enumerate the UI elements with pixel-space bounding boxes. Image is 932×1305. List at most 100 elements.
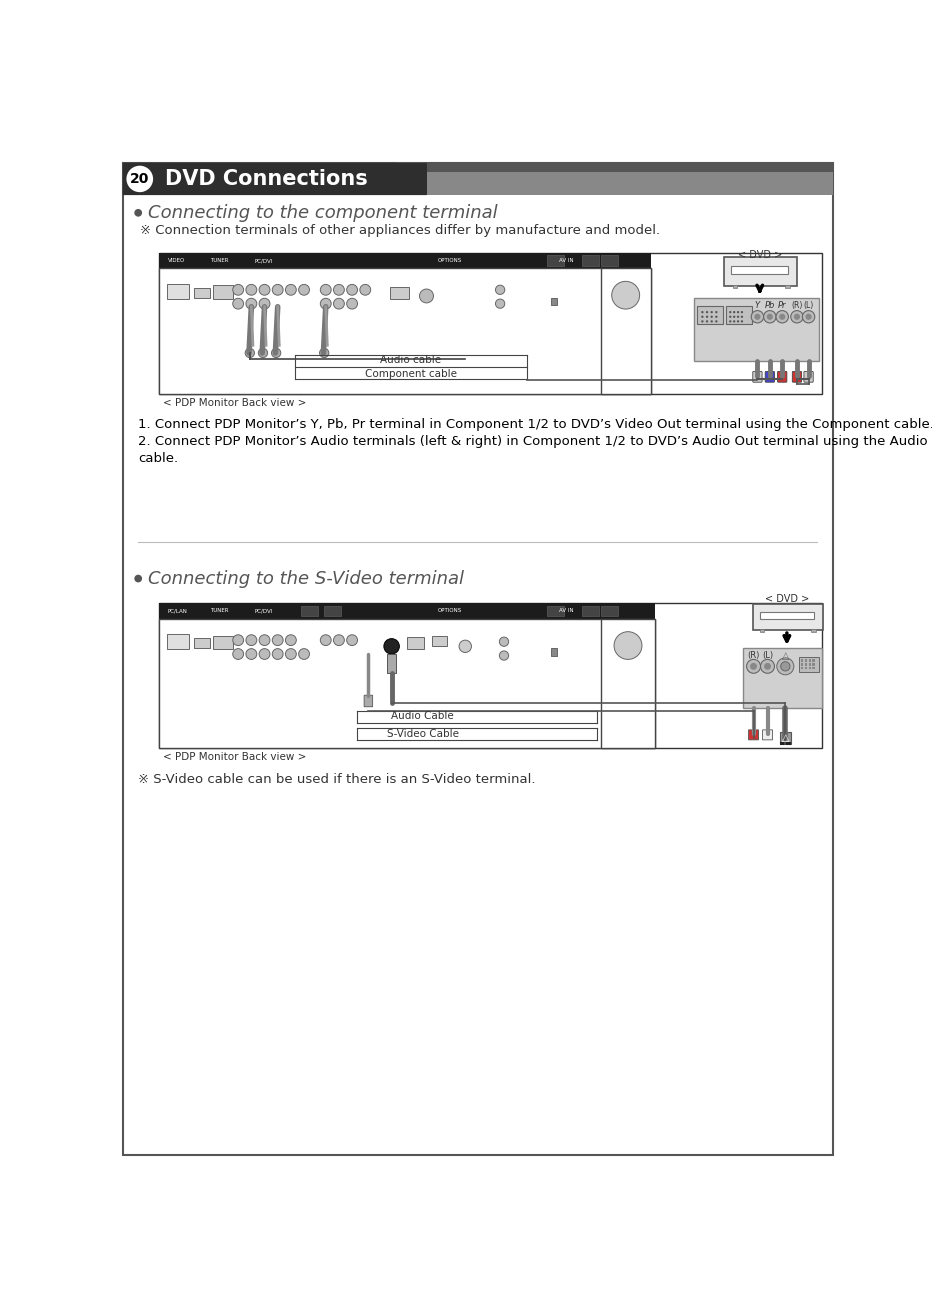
- Bar: [159, 603, 655, 619]
- Bar: [547, 606, 564, 616]
- Circle shape: [272, 284, 283, 295]
- Text: 20: 20: [130, 172, 149, 185]
- Bar: [213, 636, 233, 650]
- Circle shape: [741, 311, 743, 313]
- Bar: [809, 667, 811, 669]
- Bar: [813, 667, 815, 669]
- Circle shape: [285, 634, 296, 646]
- Circle shape: [496, 286, 505, 295]
- Circle shape: [790, 311, 803, 322]
- Text: Connecting to the component terminal: Connecting to the component terminal: [147, 204, 497, 222]
- Circle shape: [246, 634, 257, 646]
- Circle shape: [419, 288, 433, 303]
- Text: S-Video Cable: S-Video Cable: [387, 729, 459, 739]
- Circle shape: [233, 284, 243, 295]
- FancyBboxPatch shape: [762, 729, 773, 740]
- Bar: [123, 163, 832, 196]
- Circle shape: [134, 209, 142, 217]
- Text: 1. Connect PDP Monitor’s Y, Pb, Pr terminal in Component 1/2 to DVD’s Video Out : 1. Connect PDP Monitor’s Y, Pb, Pr termi…: [138, 419, 932, 432]
- Circle shape: [500, 651, 509, 660]
- Text: PC/DVI: PC/DVI: [254, 608, 273, 613]
- Bar: [159, 619, 655, 748]
- Bar: [407, 637, 424, 650]
- FancyBboxPatch shape: [765, 372, 774, 382]
- Circle shape: [794, 313, 800, 320]
- Circle shape: [805, 313, 812, 320]
- Circle shape: [125, 164, 155, 193]
- FancyBboxPatch shape: [753, 372, 762, 382]
- FancyBboxPatch shape: [777, 372, 787, 382]
- Text: TUNER: TUNER: [211, 608, 229, 613]
- Bar: [801, 659, 803, 662]
- Circle shape: [347, 634, 358, 646]
- Circle shape: [761, 659, 774, 673]
- Circle shape: [737, 316, 739, 318]
- Text: Component cable: Component cable: [365, 369, 457, 378]
- Text: (R): (R): [747, 651, 760, 660]
- Circle shape: [360, 284, 371, 295]
- FancyBboxPatch shape: [724, 257, 797, 286]
- Circle shape: [737, 311, 739, 313]
- Circle shape: [701, 311, 704, 313]
- Text: △: △: [782, 651, 789, 660]
- Circle shape: [384, 638, 400, 654]
- Text: ※ S-Video cable can be used if there is an S-Video terminal.: ※ S-Video cable can be used if there is …: [138, 773, 536, 786]
- Circle shape: [272, 649, 283, 659]
- FancyBboxPatch shape: [753, 604, 823, 630]
- Circle shape: [779, 313, 786, 320]
- Bar: [804, 663, 807, 666]
- Circle shape: [781, 662, 790, 671]
- Circle shape: [285, 284, 296, 295]
- Text: PC/LAN: PC/LAN: [167, 608, 187, 613]
- Circle shape: [710, 320, 713, 322]
- Circle shape: [706, 320, 708, 322]
- Text: Pr: Pr: [778, 300, 787, 309]
- Text: (L): (L): [803, 300, 814, 309]
- Bar: [601, 256, 618, 266]
- Circle shape: [245, 348, 254, 358]
- Text: < PDP Monitor Back view >: < PDP Monitor Back view >: [163, 398, 307, 408]
- Circle shape: [614, 632, 642, 659]
- Bar: [743, 647, 822, 707]
- Circle shape: [611, 282, 639, 309]
- Circle shape: [500, 637, 509, 646]
- Bar: [760, 629, 764, 632]
- Circle shape: [258, 348, 267, 358]
- Bar: [551, 647, 556, 655]
- Bar: [387, 654, 396, 673]
- Bar: [804, 667, 807, 669]
- Bar: [194, 287, 210, 298]
- Circle shape: [776, 658, 794, 675]
- Circle shape: [706, 316, 708, 318]
- Bar: [760, 612, 814, 619]
- Circle shape: [334, 634, 344, 646]
- Bar: [427, 163, 832, 196]
- Text: VIDEO: VIDEO: [169, 258, 185, 264]
- Circle shape: [764, 663, 771, 669]
- Text: TUNER: TUNER: [211, 258, 229, 264]
- Bar: [432, 636, 447, 646]
- Circle shape: [259, 649, 270, 659]
- Circle shape: [246, 649, 257, 659]
- Bar: [159, 253, 822, 394]
- Bar: [809, 659, 811, 662]
- Bar: [733, 286, 737, 288]
- Text: Pb: Pb: [764, 300, 775, 309]
- Text: ※ Connection terminals of other appliances differ by manufacture and model.: ※ Connection terminals of other applianc…: [140, 224, 660, 238]
- Bar: [811, 629, 816, 632]
- Circle shape: [715, 316, 718, 318]
- Text: 2. Connect PDP Monitor’s Audio terminals (left & right) in Component 1/2 to DVD’: 2. Connect PDP Monitor’s Audio terminals…: [138, 436, 928, 449]
- Circle shape: [715, 311, 718, 313]
- Circle shape: [706, 311, 708, 313]
- Bar: [813, 659, 815, 662]
- Circle shape: [729, 311, 732, 313]
- Bar: [391, 287, 409, 299]
- Bar: [813, 663, 815, 666]
- Circle shape: [776, 311, 788, 322]
- Circle shape: [747, 659, 761, 673]
- FancyBboxPatch shape: [804, 372, 814, 382]
- Text: △: △: [782, 733, 789, 743]
- Circle shape: [750, 663, 757, 669]
- Bar: [547, 256, 564, 266]
- Bar: [301, 606, 318, 616]
